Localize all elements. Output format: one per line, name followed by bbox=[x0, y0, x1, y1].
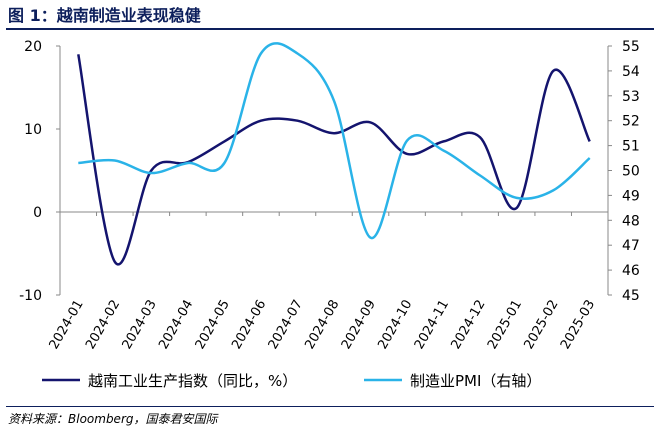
x-tick-label: 2024-07 bbox=[266, 298, 306, 353]
x-tick-label: 2024-06 bbox=[229, 298, 269, 353]
series-lines bbox=[77, 42, 591, 266]
legend-label: 制造业PMI（右轴） bbox=[410, 372, 541, 390]
x-tick-label: 2024-10 bbox=[375, 298, 415, 353]
left-y-tick-labels: -10 0 10 20 bbox=[19, 39, 42, 304]
right-y-tick-label: 47 bbox=[622, 238, 640, 254]
left-y-tick-label: 10 bbox=[24, 122, 42, 138]
x-tick-label: 2024-09 bbox=[339, 298, 379, 353]
x-tick-label: 2024-04 bbox=[156, 298, 196, 353]
series-line-1 bbox=[77, 54, 591, 266]
legend-label: 越南工业生产指数（同比，%） bbox=[88, 372, 297, 390]
x-tick-label: 2024-02 bbox=[83, 298, 123, 353]
legend: 越南工业生产指数（同比，%） 制造业PMI（右轴） bbox=[42, 372, 541, 390]
right-y-tick-label: 53 bbox=[622, 89, 640, 105]
right-y-tick-label: 48 bbox=[622, 213, 640, 229]
x-tick-label: 2025-01 bbox=[485, 298, 525, 353]
x-tick-label: 2025-02 bbox=[522, 298, 562, 353]
x-tick-label: 2024-08 bbox=[302, 298, 342, 353]
x-tick-label: 2025-03 bbox=[558, 298, 598, 353]
right-y-tick-label: 51 bbox=[622, 139, 640, 155]
right-y-tick-label: 52 bbox=[622, 114, 640, 130]
right-y-tick-label: 46 bbox=[622, 263, 640, 279]
source-note: 资料来源：Bloomberg，国泰君安国际 bbox=[8, 412, 218, 426]
figure-title: 图 1：越南制造业表现稳健 bbox=[8, 6, 201, 25]
right-y-tick-label: 54 bbox=[622, 64, 640, 80]
title-rule bbox=[6, 28, 654, 30]
x-tick-label: 2024-05 bbox=[193, 298, 233, 353]
right-y-tick-label: 45 bbox=[622, 288, 640, 304]
source-rule bbox=[6, 406, 654, 407]
x-tick-label: 2024-11 bbox=[412, 298, 452, 353]
right-y-tick-labels: 45 46 47 48 49 50 51 52 53 54 55 bbox=[622, 39, 640, 304]
left-y-tick-label: 0 bbox=[33, 205, 42, 221]
left-y-tick-label: -10 bbox=[19, 288, 42, 304]
right-y-tick-label: 49 bbox=[622, 188, 640, 204]
axes bbox=[56, 45, 612, 296]
right-y-tick-label: 50 bbox=[622, 164, 640, 180]
left-y-tick-label: 20 bbox=[24, 39, 42, 55]
series-line-2 bbox=[78, 42, 591, 239]
x-tick-label: 2024-01 bbox=[47, 298, 87, 353]
right-y-tick-label: 55 bbox=[622, 39, 640, 55]
x-tick-labels: 2024-012024-022024-032024-042024-052024-… bbox=[47, 297, 599, 352]
x-tick-label: 2024-03 bbox=[120, 298, 160, 353]
x-tick-label: 2024-12 bbox=[448, 297, 488, 352]
